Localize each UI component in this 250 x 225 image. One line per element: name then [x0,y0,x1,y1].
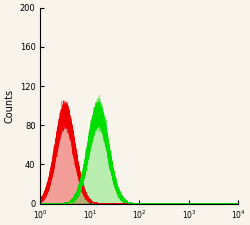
Y-axis label: Counts: Counts [4,89,14,123]
